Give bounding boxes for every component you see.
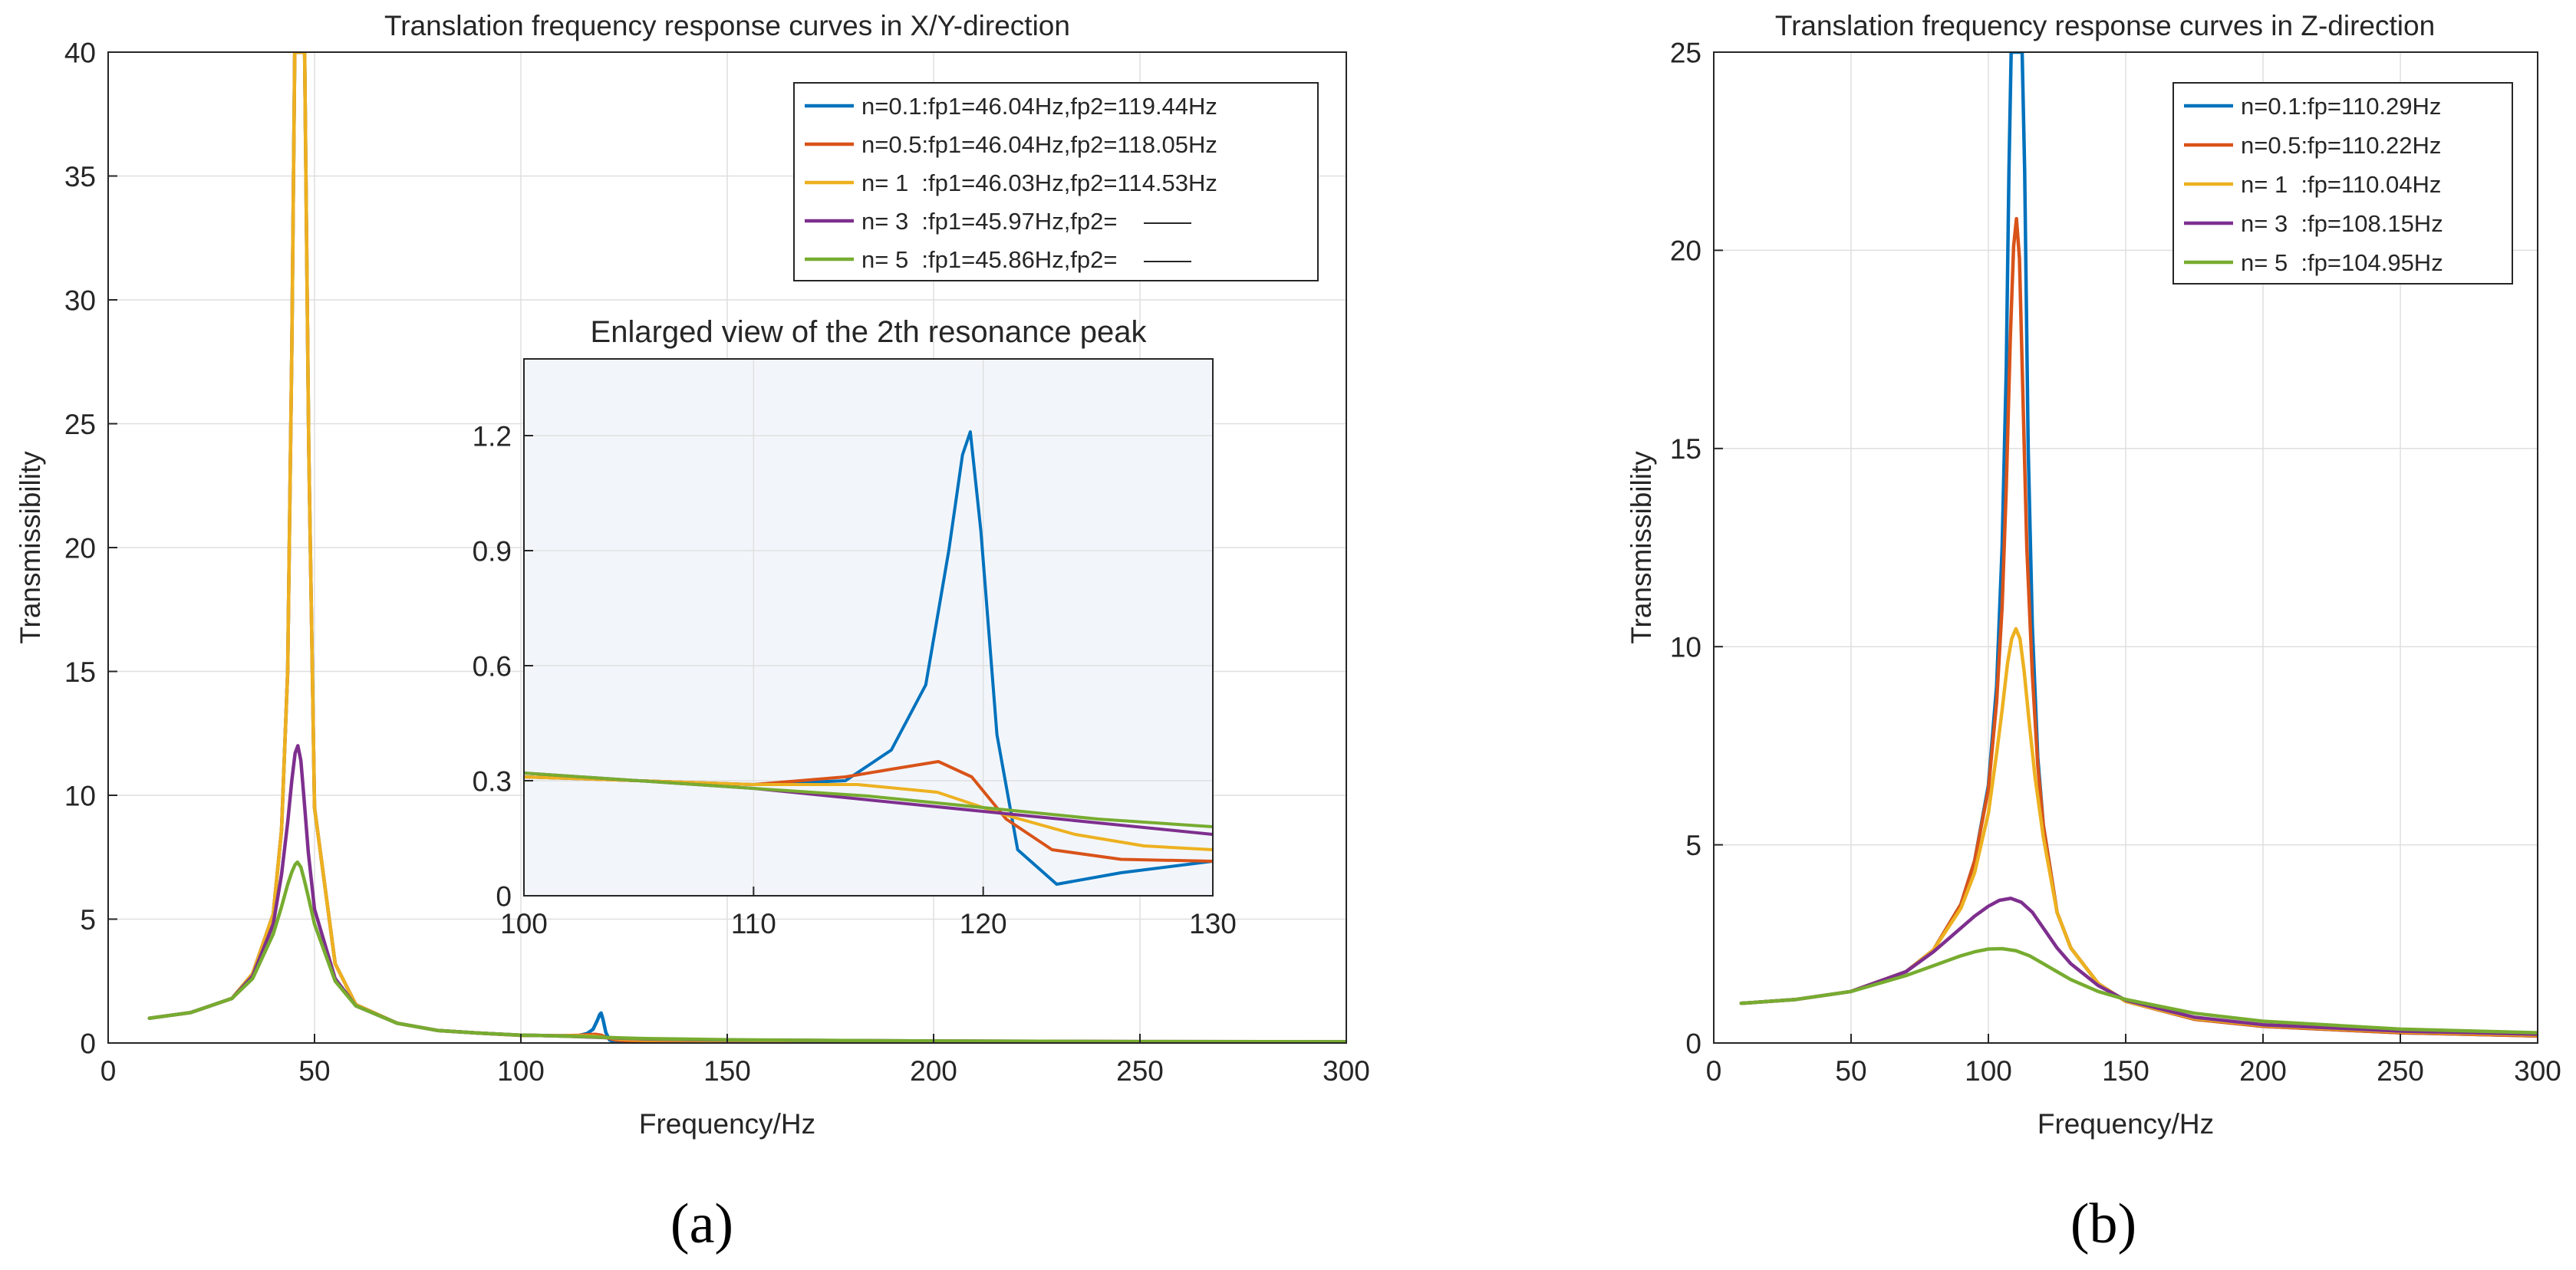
inset-ticks: 100 110 120 130 0 0.3 0.6 0.9 1.2 xyxy=(473,420,1237,939)
inset-series-line-1 xyxy=(524,430,1213,886)
inset-x-tick-label: 130 xyxy=(1189,908,1237,939)
panel-b-legend-label-3: n= 1 :fp=110.04Hz xyxy=(2241,171,2441,198)
panel-b-series-line-4 xyxy=(1739,897,2538,1036)
inset-y-tick-label: 0.9 xyxy=(473,535,512,567)
panel-b-y-tick-label: 25 xyxy=(1670,37,1701,68)
panel-b-legend-label-4: n= 3 :fp=108.15Hz xyxy=(2241,210,2443,237)
panel-b-series-line-5 xyxy=(1739,946,2538,1035)
panel-a-y-tick-label: 25 xyxy=(64,409,96,440)
panel-a-x-tick-label: 200 xyxy=(910,1055,957,1087)
inset-series-group xyxy=(524,430,1213,886)
panel-b-y-tick-label: 20 xyxy=(1670,235,1701,267)
panel-a-legend: n=0.1:fp1=46.04Hz,fp2=119.44Hz n=0.5:fp1=… xyxy=(793,82,1319,281)
panel-a-series-group xyxy=(147,52,1346,1043)
inset-series-line-5 xyxy=(524,771,1213,829)
panel-b-y-tick-label: 5 xyxy=(1685,830,1701,861)
panel-b-y-tick-label: 10 xyxy=(1670,632,1701,663)
panel-a-legend-label-3: n= 1 :fp1=46.03Hz,fp2=114.53Hz xyxy=(861,169,1217,196)
panel-b-y-tick-label: 0 xyxy=(1685,1028,1701,1059)
panel-a-x-tick-label: 250 xyxy=(1116,1055,1164,1087)
panel-b-x-tick-label: 50 xyxy=(1835,1055,1866,1087)
panel-b-y-tick-label: 15 xyxy=(1670,433,1701,465)
inset-y-tick-label: 0.6 xyxy=(473,650,512,682)
panel-a-x-tick-label: 150 xyxy=(703,1055,751,1087)
panel-a-legend-box xyxy=(793,82,1319,281)
panel-b-x-tick-label: 150 xyxy=(2102,1055,2149,1087)
panel-a-x-axis-label: Frequency/Hz xyxy=(639,1108,815,1140)
panel-a-inset: 100 110 120 130 0 0.3 0.6 0.9 1.2 Enlarged view … xyxy=(473,315,1237,939)
panel-a-title: Translation frequency response curves in… xyxy=(384,10,1070,41)
inset-series-line-4 xyxy=(524,771,1213,837)
panel-a-legend-label-4: n= 3 :fp1=45.97Hz,fp2= —— xyxy=(861,208,1191,235)
panel-b-ticks: 0 50 100 150 200 250 300 0 5 10 15 20 25 xyxy=(1670,37,2561,1087)
panel-a-y-tick-label: 30 xyxy=(64,285,96,316)
panel-a-series-line-5 xyxy=(147,860,1346,1043)
caption-b: (b) xyxy=(2070,1193,2136,1255)
panel-b-series-group xyxy=(1739,52,2538,1038)
inset-series-line-3 xyxy=(524,775,1213,852)
panel-b-x-tick-label: 200 xyxy=(2239,1055,2287,1087)
panel-b-legend: n=0.1:fp=110.29Hz n=0.5:fp=110.22Hz n= 1 :… xyxy=(2172,82,2513,285)
inset-y-tick-label: 0.3 xyxy=(473,765,512,797)
panel-b-x-tick-label: 0 xyxy=(1706,1055,1722,1087)
caption-a: (a) xyxy=(670,1193,733,1255)
panel-b-x-tick-label: 100 xyxy=(1965,1055,2012,1087)
panel-a-ticks: 0 50 100 150 200 250 300 0 5 10 15 20 25 30 35 40 xyxy=(64,37,1370,1087)
panel-a-legend-label-5: n= 5 :fp1=45.86Hz,fp2= —— xyxy=(861,246,1191,273)
panel-b-title: Translation frequency response curves in… xyxy=(1775,10,2435,41)
panel-b-legend-label-2: n=0.5:fp=110.22Hz xyxy=(2241,132,2441,159)
panel-a-legend-label-1: n=0.1:fp1=46.04Hz,fp2=119.44Hz xyxy=(861,93,1217,120)
inset-x-tick-label: 110 xyxy=(731,908,776,939)
panel-b-chart: 0 50 100 150 200 250 300 0 5 10 15 20 25 Translation… xyxy=(1626,10,2561,1255)
panel-a-y-tick-label: 0 xyxy=(80,1028,96,1059)
inset-x-tick-label: 100 xyxy=(500,908,548,939)
panel-b-x-axis-label: Frequency/Hz xyxy=(2037,1108,2214,1140)
panel-a-y-tick-label: 40 xyxy=(64,37,96,68)
panel-b-legend-label-5: n= 5 :fp=104.95Hz xyxy=(2241,249,2443,276)
panel-b-x-tick-label: 250 xyxy=(2377,1055,2424,1087)
inset-x-tick-label: 120 xyxy=(960,908,1007,939)
panel-b-x-tick-label: 300 xyxy=(2514,1055,2561,1087)
panel-a-y-tick-label: 10 xyxy=(64,780,96,811)
panel-a-x-tick-label: 0 xyxy=(100,1055,117,1087)
panel-a-x-tick-label: 100 xyxy=(497,1055,545,1087)
panel-a-x-tick-label: 50 xyxy=(298,1055,330,1087)
panel-a-y-tick-label: 20 xyxy=(64,532,96,564)
panel-a-y-tick-label: 5 xyxy=(80,904,96,936)
inset-title: Enlarged view of the 2th resonance peak xyxy=(591,315,1148,349)
panel-a-x-tick-label: 300 xyxy=(1323,1055,1370,1087)
panel-a-y-tick-label: 15 xyxy=(64,656,96,688)
panel-b-legend-label-1: n=0.1:fp=110.29Hz xyxy=(2241,93,2441,120)
inset-plot-area xyxy=(524,359,1213,896)
inset-y-tick-label: 1.2 xyxy=(473,420,512,452)
inset-y-tick-label: 0 xyxy=(496,880,512,912)
panel-a-y-tick-label: 35 xyxy=(64,161,96,192)
panel-b-y-axis-label: Transmissibility xyxy=(1626,451,1657,644)
panel-a-legend-label-2: n=0.5:fp1=46.04Hz,fp2=118.05Hz xyxy=(861,131,1217,158)
panel-a-y-axis-label: Transmissibility xyxy=(15,451,46,644)
inset-series-line-2 xyxy=(524,760,1213,864)
inset-axes-box xyxy=(523,358,1214,897)
